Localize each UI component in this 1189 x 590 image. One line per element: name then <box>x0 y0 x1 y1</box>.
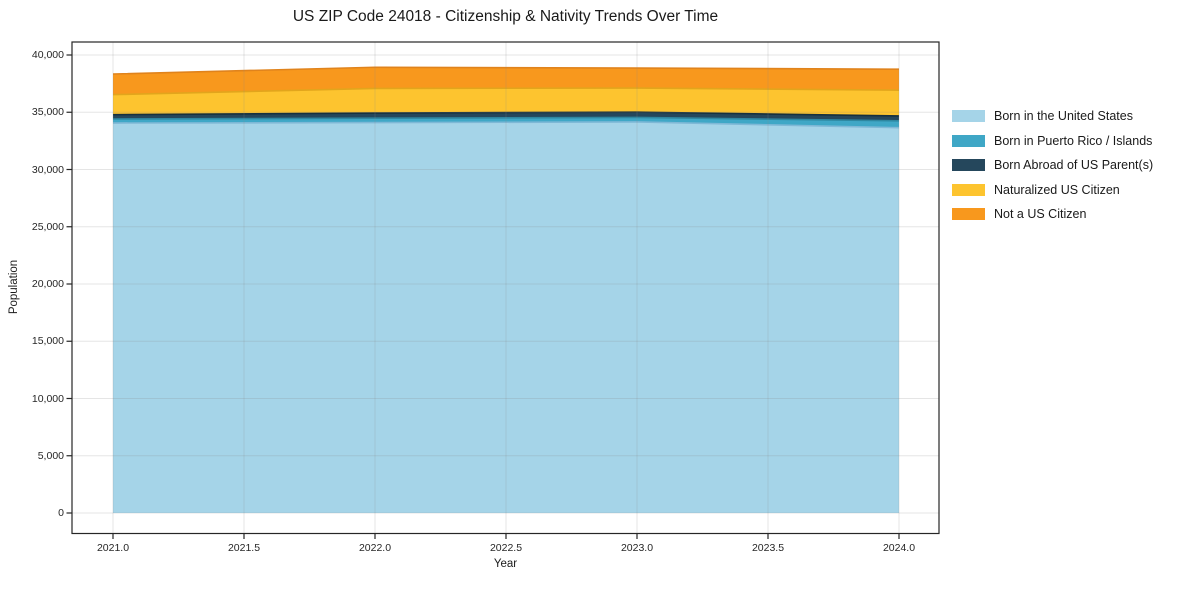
y-tick-label: 20,000 <box>31 278 64 290</box>
legend-label: Naturalized US Citizen <box>994 182 1120 197</box>
legend-item-naturalized-us-citizen: Naturalized US Citizen <box>952 183 1153 197</box>
legend-swatch <box>952 208 985 220</box>
y-tick-label: 5,000 <box>37 449 64 462</box>
legend-item-not-a-us-citizen: Not a US Citizen <box>952 207 1153 221</box>
x-tick-label: 2022.5 <box>489 541 523 554</box>
edge-born-in-the-united-states <box>112 121 900 129</box>
legend-label: Born Abroad of US Parent(s) <box>994 158 1154 172</box>
legend-label: Not a US Citizen <box>994 207 1087 221</box>
y-tick-label: 35,000 <box>31 106 64 119</box>
legend-swatch <box>952 110 985 122</box>
chart-title: US ZIP Code 24018 - Citizenship & Nativi… <box>292 8 719 25</box>
y-tick-label: 10,000 <box>31 392 64 405</box>
legend-swatch <box>952 134 985 147</box>
y-axis-label: Population <box>8 259 20 315</box>
legend-item-born-abroad-of-us-parent-s: Born Abroad of US Parent(s) <box>952 158 1153 172</box>
y-tick-label: 15,000 <box>31 335 64 348</box>
x-tick-label: 2023.0 <box>620 541 654 554</box>
y-tick-label: 0 <box>58 507 64 519</box>
x-tick-label: 2024.0 <box>882 541 916 554</box>
area-born-in-the-united-states <box>113 121 899 514</box>
edge-born-in-puerto-rico-islands <box>112 116 900 122</box>
y-tick-label: 40,000 <box>31 49 64 61</box>
x-tick-label: 2021.0 <box>96 541 130 554</box>
legend-item-born-in-the-united-states: Born in the United States <box>952 109 1153 123</box>
area-born-abroad-of-us-parent-s <box>113 112 899 121</box>
edge-born-abroad-of-us-parent-s <box>112 111 900 117</box>
x-tick-label: 2023.5 <box>751 541 785 554</box>
legend-swatch <box>952 183 985 196</box>
x-tick-label: 2021.5 <box>227 541 261 554</box>
area-naturalized-us-citizen <box>113 88 899 116</box>
legend-label: Born in Puerto Rico / Islands <box>994 133 1153 148</box>
x-tick-label: 2022.0 <box>358 541 392 554</box>
x-axis-label: Year <box>493 558 518 570</box>
y-tick-label: 25,000 <box>31 220 64 233</box>
edge-naturalized-us-citizen <box>112 87 900 96</box>
y-tick-label: 30,000 <box>31 163 64 176</box>
legend: Born in the United States Born in Puerto … <box>952 109 1153 221</box>
area-born-in-puerto-rico-islands <box>113 117 899 128</box>
edge-not-a-us-citizen <box>112 66 900 75</box>
legend-label: Born in the United States <box>994 109 1133 123</box>
legend-item-born-in-puerto-rico-islands: Born in Puerto Rico / Islands <box>952 134 1153 148</box>
legend-swatch <box>952 159 985 171</box>
area-not-a-us-citizen <box>113 67 899 95</box>
